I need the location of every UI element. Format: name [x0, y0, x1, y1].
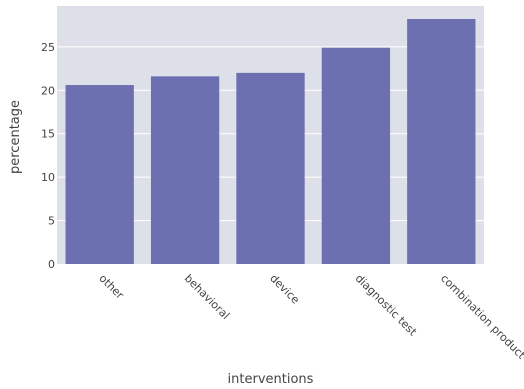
x-axis-title: interventions	[228, 372, 314, 387]
y-tick-label: 20	[41, 84, 55, 97]
bar	[150, 76, 220, 264]
x-tick-label: combination product	[438, 272, 524, 362]
y-tick-label: 5	[48, 215, 55, 228]
bar	[321, 47, 391, 265]
y-axis-ticks: 0 5 10 15 20 25	[41, 41, 55, 271]
y-axis-title: percentage	[8, 100, 23, 174]
x-tick-label: other	[96, 272, 126, 302]
bars	[65, 19, 476, 265]
y-tick-label: 15	[41, 128, 55, 141]
bar	[65, 85, 134, 264]
y-tick-label: 25	[41, 41, 55, 54]
y-tick-label: 0	[48, 258, 55, 271]
bar	[236, 72, 305, 264]
x-tick-label: diagnostic test	[353, 272, 420, 339]
x-tick-label: device	[267, 272, 302, 307]
y-tick-label: 10	[41, 171, 55, 184]
x-tick-label: behavioral	[182, 272, 232, 322]
bar	[407, 19, 476, 264]
x-axis-ticks: other behavioral device diagnostic test comb…	[96, 272, 524, 362]
